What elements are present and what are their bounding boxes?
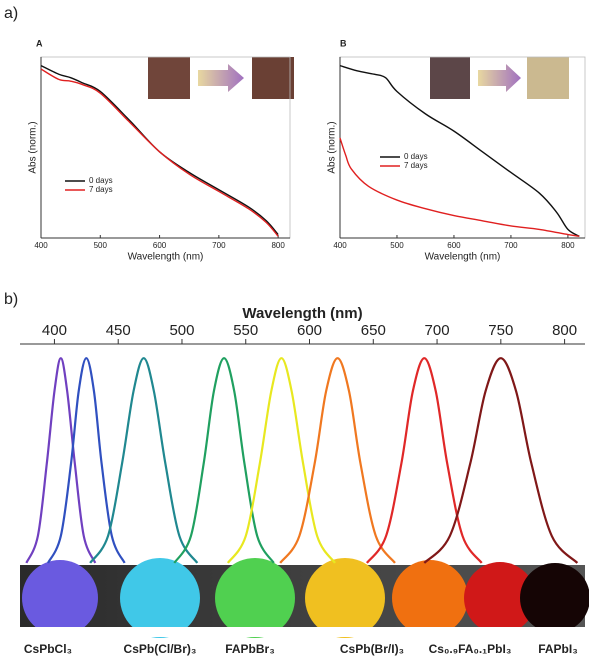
sample-label: CsPb(Cl/Br)₃ [124, 642, 197, 656]
vial [305, 558, 385, 638]
legend-label: 7 days [89, 185, 113, 194]
legend-label: 0 days [89, 176, 113, 185]
x-tick-label: 700 [504, 241, 518, 250]
panel-letter: B [340, 38, 347, 48]
x-tick-label: 800 [561, 241, 575, 250]
x-tick-label: 450 [106, 322, 131, 339]
emission-curve [90, 358, 197, 563]
sample-label: FAPbI₃ [538, 642, 578, 656]
sample-label: CsPbCl₃ [24, 642, 72, 656]
sample-label: CsPb(Br/I)₃ [340, 642, 404, 656]
x-tick-label: 800 [271, 241, 285, 250]
x-tick-label: 700 [425, 322, 450, 339]
legend-label: 7 days [404, 161, 428, 170]
vial [215, 558, 295, 638]
x-tick-label: 400 [42, 322, 67, 339]
x-tick-label: 400 [34, 241, 48, 250]
film-photo [252, 57, 294, 99]
x-axis-label: Wavelength (nm) [425, 252, 501, 263]
x-tick-label: 600 [447, 241, 461, 250]
emission-curve [280, 358, 395, 563]
x-tick-label: 550 [233, 322, 258, 339]
x-tick-label: 800 [552, 322, 577, 339]
film-photo [430, 57, 470, 99]
panel-label: b) [4, 291, 18, 308]
x-tick-label: 600 [153, 241, 167, 250]
vial [392, 560, 468, 636]
emission-curve [174, 358, 273, 563]
x-tick-label: 500 [390, 241, 404, 250]
x-tick-label: 500 [94, 241, 108, 250]
panel-letter: A [36, 38, 43, 48]
x-tick-label: 600 [297, 322, 322, 339]
emission-curve [367, 358, 482, 563]
x-tick-label: 700 [212, 241, 226, 250]
sample-label: Cs₀.₉FA₀.₁PbI₃ [429, 642, 512, 656]
x-tick-label: 400 [333, 241, 347, 250]
emission-curve [48, 358, 125, 563]
arrow [198, 64, 244, 92]
x-tick-label: 750 [488, 322, 513, 339]
arrow [478, 64, 521, 92]
figure: a) b) A 400 500 600 700 800 Wavelength (nm) Abs… [0, 0, 589, 662]
sample-label: FAPbBr₃ [225, 642, 275, 656]
x-axis-label: Wavelength (nm) [128, 252, 204, 263]
legend-label: 0 days [404, 152, 428, 161]
x-axis-label: Wavelength (nm) [242, 305, 362, 322]
x-tick-label: 650 [361, 322, 386, 339]
y-axis-label: Abs (norm.) [327, 121, 338, 173]
film-photo [527, 57, 569, 99]
vial [22, 560, 98, 636]
vial [120, 558, 200, 638]
strip-cover [20, 627, 585, 637]
x-tick-label: 500 [169, 322, 194, 339]
vial [520, 563, 589, 633]
y-axis-label: Abs (norm.) [28, 121, 39, 173]
film-photo [148, 57, 190, 99]
panel-label: a) [4, 5, 18, 22]
data-line [340, 138, 579, 236]
